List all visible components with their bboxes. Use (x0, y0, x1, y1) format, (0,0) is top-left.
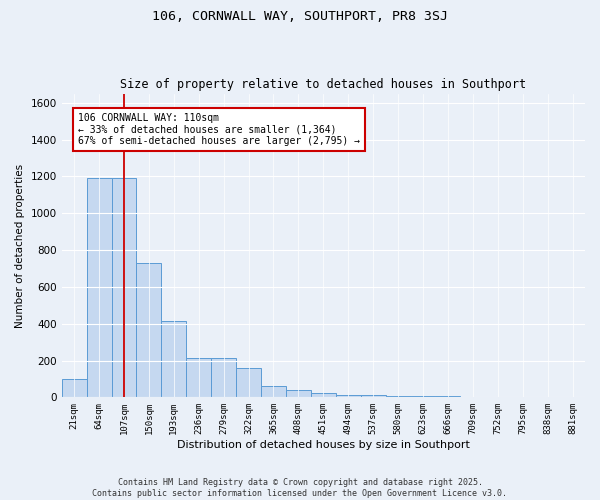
Bar (86, 178, 112, 398)
Bar (62, 379, 86, 398)
Bar (460, 397, 485, 398)
Bar (311, 392, 336, 398)
Text: 106 CORNWALL WAY: 110sqm
← 33% of detached houses are smaller (1,364)
67% of sem: 106 CORNWALL WAY: 110sqm ← 33% of detach… (78, 113, 360, 146)
Y-axis label: Number of detached properties: Number of detached properties (15, 164, 25, 328)
Bar (286, 390, 311, 398)
Bar (386, 396, 410, 398)
Bar (211, 358, 236, 398)
Bar (136, 263, 161, 398)
Bar (410, 396, 436, 398)
X-axis label: Distribution of detached houses by size in Southport: Distribution of detached houses by size … (177, 440, 470, 450)
Bar (236, 368, 261, 398)
Title: Size of property relative to detached houses in Southport: Size of property relative to detached ho… (120, 78, 526, 91)
Text: 106, CORNWALL WAY, SOUTHPORT, PR8 3SJ: 106, CORNWALL WAY, SOUTHPORT, PR8 3SJ (152, 10, 448, 23)
Bar (361, 396, 386, 398)
Bar (336, 394, 361, 398)
Bar (161, 321, 186, 398)
Bar (186, 358, 211, 398)
Bar (436, 396, 460, 398)
Text: Contains HM Land Registry data © Crown copyright and database right 2025.
Contai: Contains HM Land Registry data © Crown c… (92, 478, 508, 498)
Bar (261, 386, 286, 398)
Bar (112, 178, 136, 398)
